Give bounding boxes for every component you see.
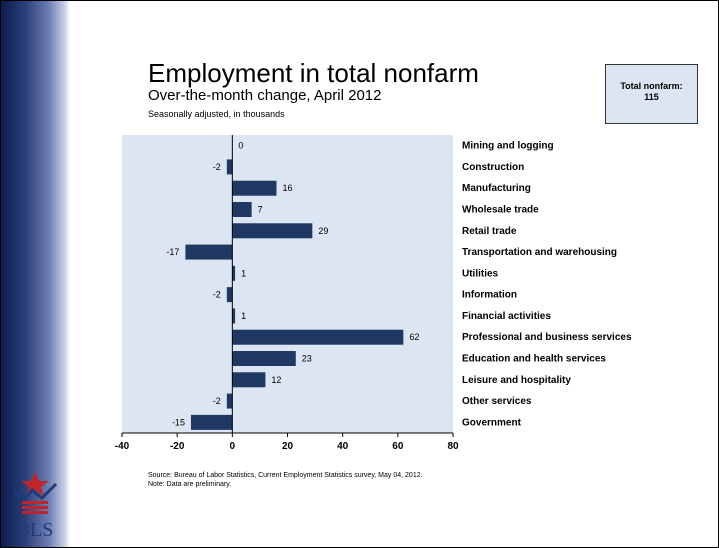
bar [232, 202, 252, 217]
data-label: 12 [271, 375, 281, 385]
adjustment-note: Seasonally adjusted, in thousands [148, 109, 285, 119]
preliminary-note: Note: Data are preliminary. [148, 481, 232, 488]
source-note: Source: Bureau of Labor Statistics, Curr… [148, 471, 423, 489]
page-title: Employment in total nonfarm [148, 58, 479, 88]
sidebar-gradient [1, 1, 70, 547]
x-tick-label: 60 [392, 441, 404, 452]
x-tick-label: -20 [170, 441, 185, 452]
category-label: Professional and business services [462, 332, 632, 343]
plot-area [122, 135, 453, 433]
bar [185, 244, 233, 260]
bar [226, 159, 233, 175]
category-label: Financial activities [462, 311, 551, 322]
category-label: Government [462, 417, 522, 428]
logo-stripe [22, 506, 48, 509]
callout-label: Total nonfarm: [620, 81, 683, 91]
bar [232, 308, 236, 324]
bar [226, 287, 233, 303]
data-label: 1 [241, 311, 246, 321]
data-label: 1 [241, 268, 246, 278]
data-label: -15 [172, 417, 185, 427]
category-label: Information [462, 290, 517, 301]
category-label: Leisure and hospitality [462, 375, 571, 386]
data-label: -2 [213, 290, 221, 300]
category-label: Education and health services [462, 354, 606, 365]
data-label: -2 [213, 396, 221, 406]
logo-star-icon [21, 472, 49, 496]
data-label: 23 [302, 354, 312, 364]
x-tick-label: 0 [230, 441, 236, 452]
bar [232, 223, 313, 239]
bar [232, 265, 236, 281]
x-tick-label: 20 [282, 441, 294, 452]
logo-stripe [22, 511, 48, 514]
bar [226, 393, 233, 409]
source-text: Source: Bureau of Labor Statistics, Curr… [148, 472, 423, 479]
bar [232, 351, 296, 366]
bar [232, 372, 266, 388]
x-tick-label: 40 [337, 441, 349, 452]
bar [232, 180, 277, 196]
category-label: Mining and logging [462, 141, 554, 152]
category-label: Other services [462, 396, 532, 407]
category-label: Manufacturing [462, 183, 531, 194]
x-tick-label: -40 [115, 441, 130, 452]
data-label: 16 [282, 183, 292, 193]
category-label: Transportation and warehousing [462, 247, 617, 258]
logo-chart-line [13, 482, 58, 503]
data-label: 29 [318, 226, 328, 236]
data-label: -2 [213, 162, 221, 172]
chart-subtitle: Over-the-month change, April 2012 [148, 87, 382, 104]
total-nonfarm-callout: Total nonfarm: 115 [605, 64, 698, 124]
bar [190, 414, 233, 430]
category-label: Wholesale trade [462, 205, 539, 216]
logo-stripe [22, 501, 48, 504]
category-label: Construction [462, 162, 524, 173]
data-label: 7 [258, 205, 263, 215]
category-label: Retail trade [462, 226, 517, 237]
callout-value: 115 [644, 92, 659, 102]
logo-text: BLS [17, 519, 54, 541]
bar [232, 329, 404, 345]
category-label: Utilities [462, 268, 499, 279]
data-label: 62 [409, 332, 419, 342]
bls-logo: BLS [13, 472, 58, 541]
data-label: -17 [166, 247, 179, 257]
data-label: 0 [238, 141, 243, 151]
x-tick-label: 80 [447, 441, 459, 452]
